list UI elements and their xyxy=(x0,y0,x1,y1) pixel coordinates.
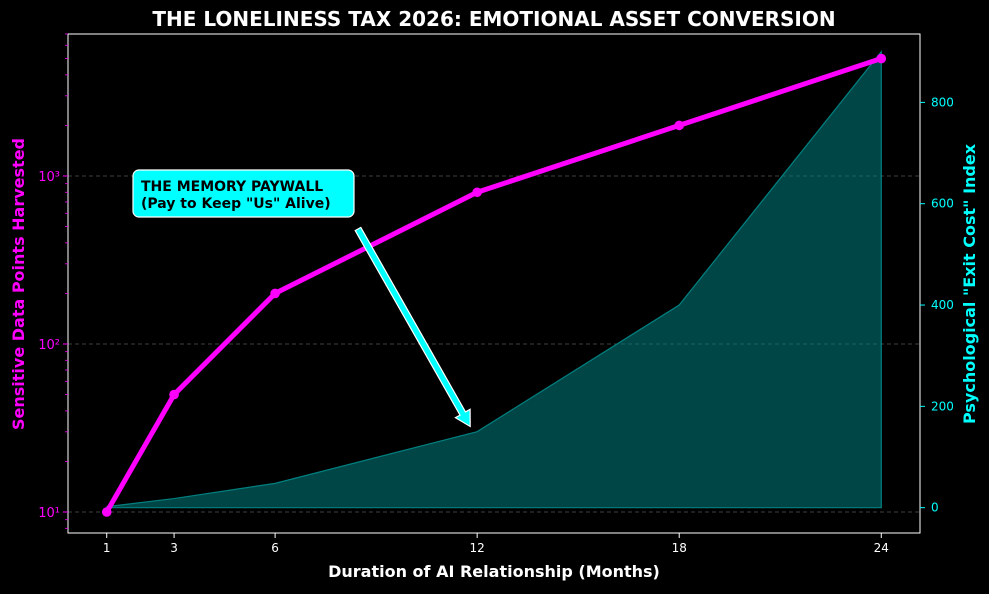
y-axis-right-label: Psychological "Exit Cost" Index xyxy=(960,143,979,424)
area-layer xyxy=(106,50,882,509)
y-right-tick-label-1: 200 xyxy=(931,399,954,413)
y-right-tick-label-2: 400 xyxy=(931,298,954,312)
annotation-line2: (Pay to Keep "Us" Alive) xyxy=(141,196,331,212)
x-tick-label-2: 6 xyxy=(271,541,279,555)
plot-frame xyxy=(67,33,921,534)
data-point-marker-0 xyxy=(101,507,112,517)
x-axis-label: Duration of AI Relationship (Months) xyxy=(328,562,660,581)
x-tick-label-0: 1 xyxy=(103,541,111,555)
x-tick-label-5: 24 xyxy=(874,541,889,555)
x-tick-label-3: 12 xyxy=(470,541,485,555)
line-layer xyxy=(101,53,887,517)
data-point-marker-5 xyxy=(876,53,887,64)
exit-cost-area xyxy=(106,50,882,509)
data-point-marker-1 xyxy=(169,389,179,400)
annotation-box xyxy=(132,169,355,218)
y-left-tick-label-2: 10³ xyxy=(38,170,60,185)
annotation-line1: THE MEMORY PAYWALL xyxy=(141,179,323,195)
annotation-layer: THE MEMORY PAYWALL (Pay to Keep "Us" Ali… xyxy=(132,169,471,428)
axes-layer: 1 3 6 12 18 24 10¹ 10² 10³ 0 200 400 600 800 xyxy=(38,33,954,555)
x-tick-label-4: 18 xyxy=(672,541,687,555)
y-right-tick-label-3: 600 xyxy=(931,197,954,211)
data-points-line xyxy=(104,56,884,515)
data-point-marker-4 xyxy=(674,120,685,131)
data-point-marker-2 xyxy=(270,288,280,299)
y-right-tick-label-4: 800 xyxy=(931,95,954,109)
data-point-marker-3 xyxy=(472,187,482,198)
chart-title: THE LONELINESS TAX 2026: EMOTIONAL ASSET… xyxy=(152,7,835,31)
annotation-arrow xyxy=(354,226,471,428)
x-tick-label-1: 3 xyxy=(170,541,178,555)
y-left-tick-label-1: 10² xyxy=(38,338,60,353)
y-right-tick-label-0: 0 xyxy=(931,501,939,515)
y-axis-left-label: Sensitive Data Points Harvested xyxy=(9,138,28,430)
y-left-tick-label-0: 10¹ xyxy=(38,506,60,521)
